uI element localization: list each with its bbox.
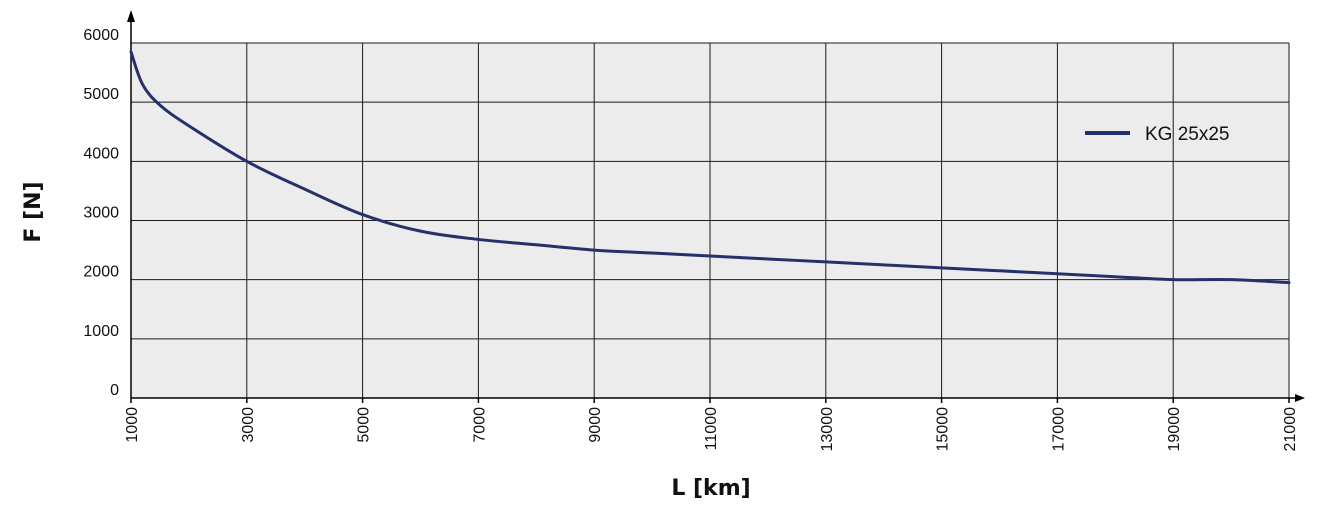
x-axis-title: L [km] bbox=[671, 476, 750, 501]
x-tick-label: 17000 bbox=[1050, 407, 1067, 452]
y-tick-label: 4000 bbox=[83, 145, 119, 162]
legend-label: KG 25x25 bbox=[1145, 124, 1230, 145]
tick-labels: 1000 3000 5000 7000 9000 11000 13000 15000 17000… bbox=[83, 27, 1299, 452]
y-tick-label: 0 bbox=[110, 382, 119, 399]
x-axis-arrow bbox=[1295, 394, 1305, 402]
y-tick-label: 5000 bbox=[83, 86, 119, 103]
y-tick-label: 1000 bbox=[83, 323, 119, 340]
x-tick-label: 19000 bbox=[1166, 407, 1183, 452]
y-tick-label: 3000 bbox=[83, 205, 119, 222]
grid bbox=[130, 42, 1290, 403]
y-axis-arrow bbox=[127, 10, 135, 22]
y-tick-label: 6000 bbox=[83, 27, 119, 44]
x-tick-label: 11000 bbox=[703, 407, 720, 450]
x-tick-label: 3000 bbox=[240, 407, 257, 443]
series-line-kg-25x25 bbox=[129, 50, 1291, 285]
x-tick-label: 1000 bbox=[124, 407, 141, 443]
y-tick-label: 2000 bbox=[83, 264, 119, 281]
x-tick-label: 7000 bbox=[471, 407, 488, 443]
y-axis-title: F [N] bbox=[21, 181, 46, 242]
x-tick-label: 13000 bbox=[819, 407, 836, 452]
x-tick-label: 5000 bbox=[356, 407, 373, 443]
x-tick-label: 21000 bbox=[1282, 407, 1299, 452]
series-layer bbox=[129, 50, 1291, 285]
x-tick-label: 9000 bbox=[587, 407, 604, 443]
x-tick-label: 15000 bbox=[935, 407, 952, 452]
legend: KG 25x25 bbox=[1085, 124, 1230, 145]
axes bbox=[127, 10, 1305, 402]
